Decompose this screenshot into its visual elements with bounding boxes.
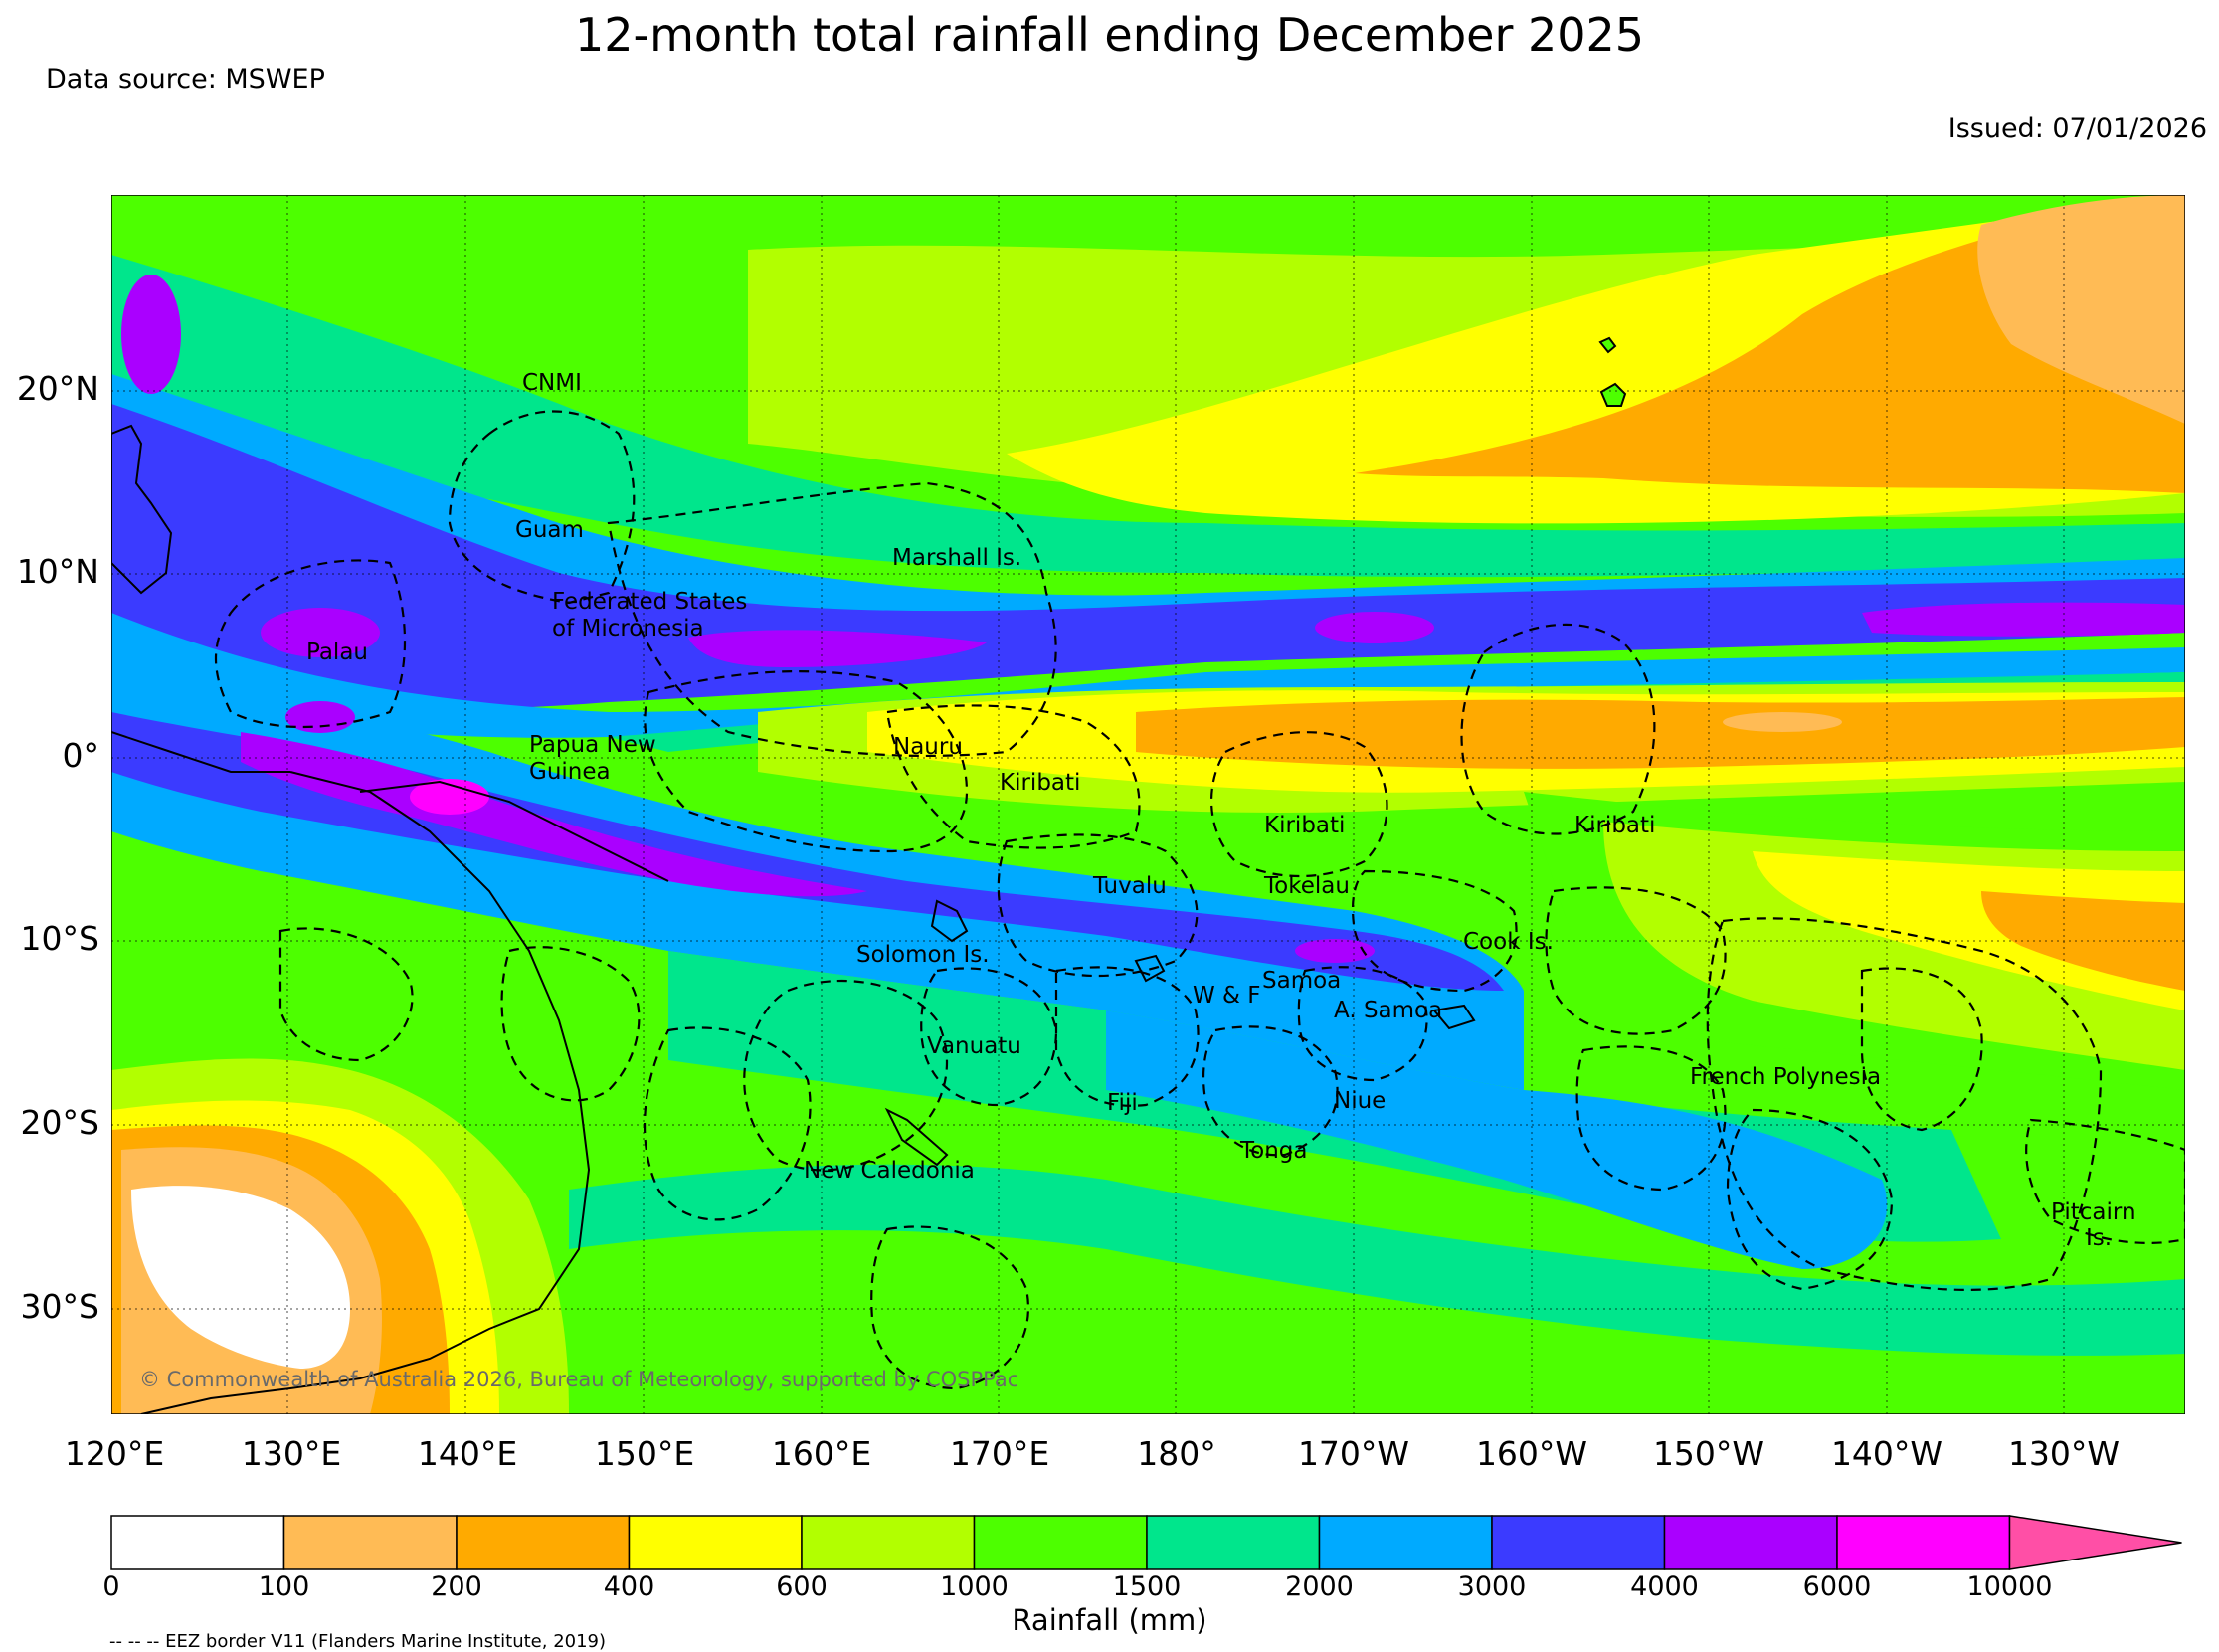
place-label-new-caledonia: New Caledonia	[804, 1158, 975, 1184]
colorbar-tick-label: 1500	[1112, 1571, 1182, 1602]
lon-label-130e: 130°E	[241, 1434, 342, 1473]
place-label-guinea: Guinea	[529, 759, 611, 785]
lon-label-150e: 150°E	[594, 1434, 695, 1473]
place-label-fiji: Fiji	[1107, 1090, 1138, 1116]
colorbar-tick-label: 4000	[1630, 1571, 1699, 1602]
lon-label-160w: 160°W	[1475, 1434, 1588, 1473]
place-label-solomon-is: Solomon Is.	[856, 942, 990, 968]
colorbar-tick-label: 200	[431, 1571, 482, 1602]
place-label-marshall-is: Marshall Is.	[892, 545, 1021, 571]
lat-label-30s: 30°S	[20, 1287, 99, 1326]
place-label-kiribati: Kiribati	[1000, 770, 1080, 796]
place-label-guam: Guam	[515, 517, 584, 543]
place-label-french-polynesia: French Polynesia	[1690, 1064, 1881, 1090]
lon-label-180: 180°	[1137, 1434, 1216, 1473]
colorbar-tick-label: 1000	[940, 1571, 1009, 1602]
colorbar-cell	[1318, 1515, 1493, 1570]
lat-label-20n: 20°N	[16, 369, 99, 408]
place-label-palau: Palau	[306, 640, 368, 665]
lon-label-150w: 150°W	[1652, 1434, 1765, 1473]
place-label-cnmi: CNMI	[522, 370, 582, 396]
colorbar-cell	[282, 1515, 458, 1570]
lon-label-170e: 170°E	[949, 1434, 1050, 1473]
place-label-samoa: Samoa	[1262, 968, 1341, 994]
place-label-a-samoa: A. Samoa	[1334, 998, 1442, 1023]
lon-label-140w: 140°W	[1830, 1434, 1943, 1473]
colorbar-tick-label: 2000	[1285, 1571, 1354, 1602]
lat-label-10s: 10°S	[20, 919, 99, 958]
place-label-nauru: Nauru	[893, 734, 963, 760]
place-label-vanuatu: Vanuatu	[927, 1033, 1021, 1059]
lon-label-140e: 140°E	[417, 1434, 518, 1473]
place-label-is: Is.	[2086, 1225, 2112, 1251]
lat-label-20s: 20°S	[20, 1103, 99, 1142]
colorbar-cell	[456, 1515, 631, 1570]
lon-label-120e: 120°E	[64, 1434, 165, 1473]
place-label-pitcairn: Pitcairn	[2051, 1199, 2136, 1225]
lat-label-10n: 10°N	[16, 552, 99, 591]
colorbar-tick-label: 6000	[1802, 1571, 1872, 1602]
lon-label-130w: 130°W	[2007, 1434, 2121, 1473]
colorbar-tick-label: 400	[603, 1571, 655, 1602]
map-title: 12-month total rainfall ending December …	[574, 8, 1645, 62]
place-label-tokelau: Tokelau	[1263, 873, 1350, 899]
lon-label-160e: 160°E	[771, 1434, 872, 1473]
colorbar-cell	[1146, 1515, 1321, 1570]
colorbar-tick-label: 10000	[1966, 1571, 2053, 1602]
colorbar-label: Rainfall (mm)	[1012, 1603, 1207, 1637]
colorbar-cell	[801, 1515, 976, 1570]
place-label-tuvalu: Tuvalu	[1092, 873, 1167, 899]
colorbar-extend-arrow	[2008, 1515, 2182, 1570]
place-label-niue: Niue	[1334, 1088, 1386, 1114]
lat-label-0: 0°	[62, 736, 100, 775]
colorbar-cell	[1491, 1515, 1666, 1570]
issued-date: Issued: 07/01/2026	[1947, 113, 2207, 144]
rainfall-colorbar	[110, 1515, 2182, 1570]
colorbar-tick-label: 0	[102, 1571, 120, 1602]
place-label-cook-is: Cook Is.	[1463, 929, 1554, 955]
colorbar-tick-label: 100	[258, 1571, 310, 1602]
colorbar-cell	[973, 1515, 1148, 1570]
colorbar-cell	[1836, 1515, 2011, 1570]
place-label-w-f: W & F	[1193, 983, 1261, 1009]
place-label-kiribati: Kiribati	[1264, 813, 1345, 838]
place-label-papua-new: Papua New	[529, 732, 656, 758]
place-label-federated-states: Federated States	[552, 589, 747, 615]
eez-border-note: -- -- -- EEZ border V11 (Flanders Marine…	[109, 1631, 607, 1652]
colorbar-tick-label: 3000	[1457, 1571, 1527, 1602]
colorbar-cell	[628, 1515, 803, 1570]
colorbar-tick-label: 600	[776, 1571, 828, 1602]
place-label-of-micronesia: of Micronesia	[552, 616, 704, 642]
lon-label-170w: 170°W	[1297, 1434, 1410, 1473]
place-label-kiribati: Kiribati	[1574, 813, 1655, 838]
colorbar-cell	[110, 1515, 285, 1570]
data-source: Data source: MSWEP	[46, 64, 325, 94]
colorbar-cell	[1663, 1515, 1838, 1570]
place-label-tonga: Tonga	[1239, 1138, 1307, 1164]
copyright-notice: © Commonwealth of Australia 2026, Bureau…	[139, 1368, 1018, 1391]
